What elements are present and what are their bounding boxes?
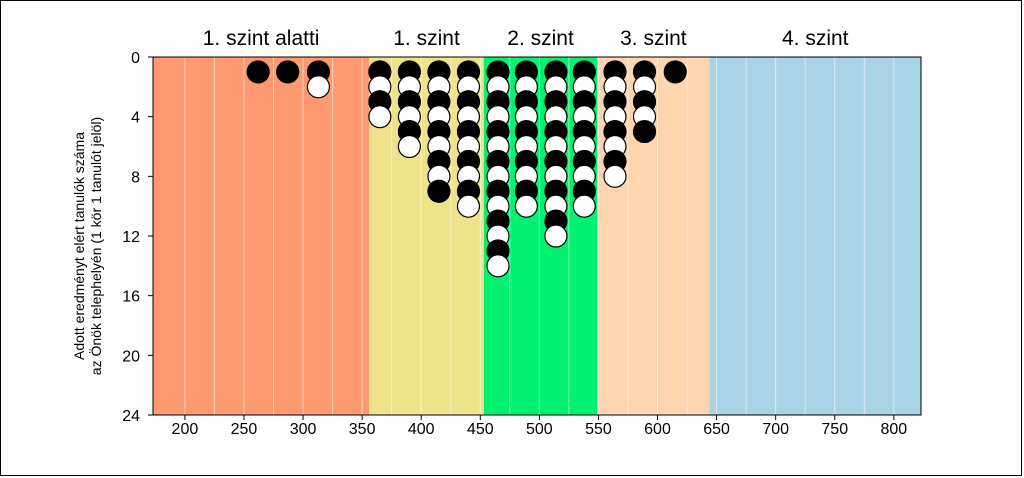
student-dot bbox=[456, 194, 481, 218]
student-dot bbox=[427, 179, 451, 203]
axes bbox=[148, 56, 922, 420]
y-axis-label-line2: az Önök telephelyén (1 kör 1 tanulót jel… bbox=[87, 117, 104, 375]
x-tick-label: 250 bbox=[231, 421, 258, 438]
y-axis-label-line1: Adott eredményt elért tanulók száma bbox=[71, 132, 87, 360]
y-tick-label: 0 bbox=[131, 50, 140, 67]
y-tick-label: 4 bbox=[131, 110, 140, 127]
x-tick-label: 300 bbox=[290, 421, 317, 438]
level-label: 1. szint bbox=[393, 27, 460, 50]
level-band bbox=[709, 57, 921, 415]
x-tick-label: 600 bbox=[644, 421, 671, 438]
x-tick-label: 500 bbox=[526, 421, 553, 438]
level-label: 1. szint alatti bbox=[203, 27, 320, 50]
student-dot bbox=[632, 119, 657, 144]
student-dots bbox=[246, 60, 687, 278]
level-label: 2. szint bbox=[507, 27, 574, 50]
y-tick-label: 20 bbox=[122, 348, 140, 365]
y-tick-label: 24 bbox=[122, 408, 140, 425]
grid-lines bbox=[184, 57, 895, 415]
y-tick-labels: 0 4 8 12 16 20 24 bbox=[122, 50, 140, 425]
x-tick-label: 400 bbox=[408, 421, 435, 438]
y-tick-label: 12 bbox=[122, 229, 140, 246]
x-tick-label: 200 bbox=[172, 421, 199, 438]
student-dot bbox=[486, 254, 510, 278]
x-tick-labels: 200 250 300 350 400 450 500 550 600 650 700 750 800 bbox=[172, 421, 908, 438]
student-dot bbox=[544, 224, 568, 248]
level-band bbox=[153, 57, 370, 415]
x-tick-label: 350 bbox=[349, 421, 376, 438]
student-dot bbox=[603, 164, 627, 188]
student-dot bbox=[306, 75, 331, 99]
x-tick-label: 450 bbox=[467, 421, 494, 438]
student-dot bbox=[276, 60, 300, 84]
x-tick-label: 750 bbox=[821, 421, 848, 438]
level-bands bbox=[153, 57, 921, 415]
x-tick-label: 550 bbox=[585, 421, 612, 438]
x-tick-label: 650 bbox=[703, 421, 730, 438]
y-tick-label: 16 bbox=[122, 289, 140, 306]
student-dot bbox=[246, 60, 270, 84]
student-dot bbox=[572, 194, 596, 218]
student-dot bbox=[514, 194, 538, 218]
student-dot bbox=[663, 60, 687, 84]
student-dot bbox=[368, 105, 392, 129]
student-dot bbox=[397, 134, 421, 159]
level-label: 3. szint bbox=[620, 27, 687, 50]
y-tick-label: 8 bbox=[131, 169, 140, 186]
level-labels: 1. szint alatti 1. szint 2. szint 3. szint 4… bbox=[203, 27, 849, 50]
x-tick-label: 800 bbox=[880, 421, 907, 438]
level-label: 4. szint bbox=[782, 27, 849, 50]
x-tick-label: 700 bbox=[762, 421, 789, 438]
